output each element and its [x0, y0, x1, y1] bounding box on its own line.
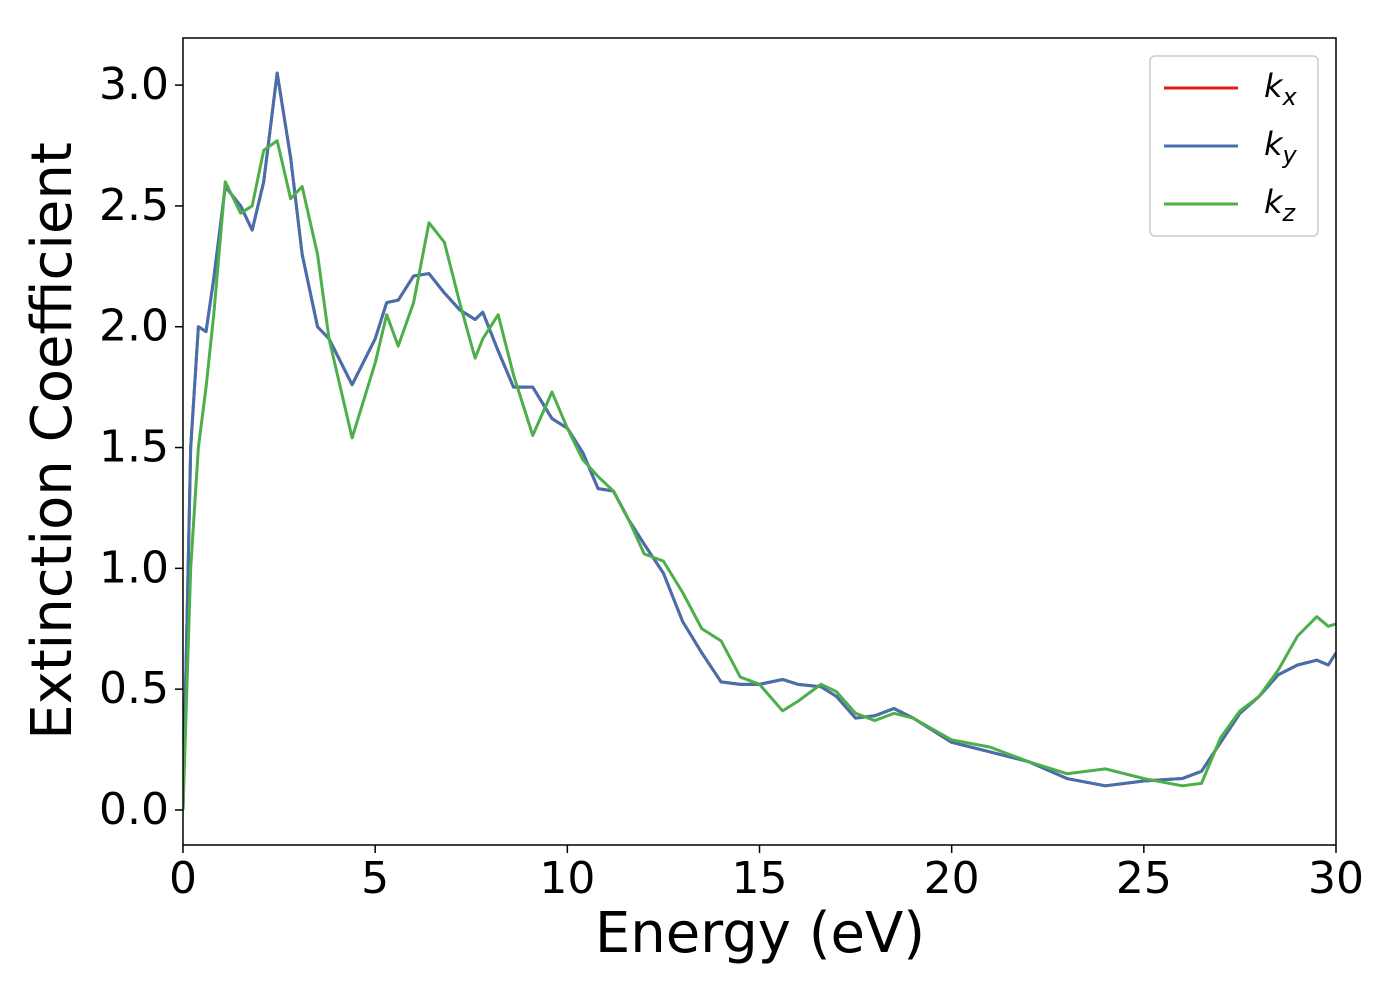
- x-tick-label: 5: [361, 853, 389, 904]
- x-tick-label: 20: [924, 853, 980, 904]
- y-tick-label: 2.0: [99, 301, 169, 352]
- y-tick-label: 0.0: [99, 784, 169, 835]
- series-line: [183, 139, 1336, 811]
- y-tick-label: 1.5: [99, 422, 169, 473]
- x-tick-label: 25: [1116, 853, 1172, 904]
- plot-frame: [182, 37, 1337, 846]
- y-axis-label: Extinction Coefficient: [20, 142, 85, 740]
- y-tick-label: 1.0: [99, 542, 169, 593]
- x-tick-label: 10: [539, 853, 595, 904]
- plot-area: [183, 71, 1336, 811]
- x-tick-label: 30: [1308, 853, 1364, 904]
- y-tick-label: 0.5: [99, 663, 169, 714]
- x-tick-label: 0: [169, 853, 197, 904]
- y-tick-label: 2.5: [99, 180, 169, 231]
- legend-label: ky: [1264, 125, 1298, 169]
- legend-label: kz: [1264, 183, 1297, 227]
- x-tick-label: 15: [732, 853, 788, 904]
- y-tick-label: 3.0: [99, 59, 169, 110]
- x-axis-label: Energy (eV): [595, 901, 925, 966]
- legend-label: kx: [1264, 67, 1298, 111]
